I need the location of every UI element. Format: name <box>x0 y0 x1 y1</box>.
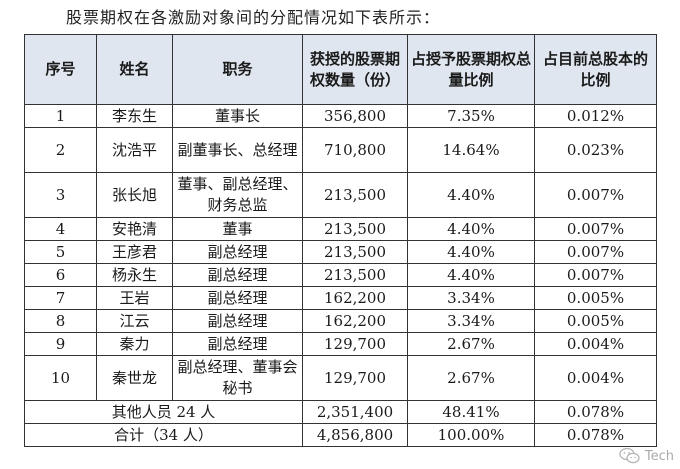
others-pct-grant: 48.41% <box>407 400 535 424</box>
cell-pct-grant: 4.40% <box>407 217 535 241</box>
cell-pct-grant: 3.34% <box>407 309 535 333</box>
cell-title: 副总经理 <box>172 286 303 310</box>
cell-title: 副总经理 <box>172 240 303 264</box>
header-title: 职务 <box>172 34 303 105</box>
cell-index: 10 <box>24 355 97 401</box>
cell-name: 江云 <box>96 309 173 333</box>
cell-pct-total: 0.023% <box>534 127 657 173</box>
cell-name: 秦世龙 <box>96 355 173 401</box>
cell-pct-total: 0.005% <box>534 286 657 310</box>
total-label: 合计（34 人） <box>24 423 303 447</box>
cell-pct-grant: 4.40% <box>407 263 535 287</box>
cell-index: 9 <box>24 332 97 356</box>
header-index: 序号 <box>24 34 97 105</box>
watermark-text: Tech <box>644 448 674 464</box>
cell-qty: 129,700 <box>302 355 408 401</box>
table-row: 2 沈浩平 副董事长、总经理 710,800 14.64% 0.023% <box>24 127 657 173</box>
table-header-row: 序号 姓名 职务 获授的股票期权数量（份） 占授予股票期权总量比例 占目前总股本… <box>24 34 657 105</box>
cell-pct-grant: 4.40% <box>407 240 535 264</box>
table-row: 4 安艳清 董事 213,500 4.40% 0.007% <box>24 217 657 241</box>
total-qty: 4,856,800 <box>302 423 408 447</box>
cell-pct-total: 0.012% <box>534 104 657 128</box>
table-row: 8 江云 副总经理 162,200 3.34% 0.005% <box>24 309 657 333</box>
watermark: Tech <box>619 447 674 465</box>
cell-qty: 162,200 <box>302 309 408 333</box>
cell-title: 董事长 <box>172 104 303 128</box>
header-qty: 获授的股票期权数量（份） <box>302 34 408 105</box>
cell-title: 副总经理 <box>172 332 303 356</box>
cell-name: 王岩 <box>96 286 173 310</box>
total-row: 合计（34 人） 4,856,800 100.00% 0.078% <box>24 423 657 447</box>
cell-index: 8 <box>24 309 97 333</box>
cell-name: 王彦君 <box>96 240 173 264</box>
cell-title: 董事、副总经理、财务总监 <box>172 172 303 218</box>
cell-pct-total: 0.004% <box>534 355 657 401</box>
others-label: 其他人员 24 人 <box>24 400 303 424</box>
cell-title: 副总经理 <box>172 263 303 287</box>
cell-index: 3 <box>24 172 97 218</box>
table-row: 3 张长旭 董事、副总经理、财务总监 213,500 4.40% 0.007% <box>24 172 657 218</box>
cell-index: 4 <box>24 217 97 241</box>
cell-pct-total: 0.007% <box>534 240 657 264</box>
cell-pct-grant: 3.34% <box>407 286 535 310</box>
others-pct-total: 0.078% <box>534 400 657 424</box>
cell-title: 副董事长、总经理 <box>172 127 303 173</box>
cell-title: 副总经理、董事会秘书 <box>172 355 303 401</box>
others-row: 其他人员 24 人 2,351,400 48.41% 0.078% <box>24 400 657 424</box>
cell-name: 李东生 <box>96 104 173 128</box>
header-pct-grant: 占授予股票期权总量比例 <box>407 34 535 105</box>
cell-qty: 213,500 <box>302 240 408 264</box>
cell-qty: 129,700 <box>302 332 408 356</box>
cell-qty: 213,500 <box>302 217 408 241</box>
cell-title: 副总经理 <box>172 309 303 333</box>
cell-pct-grant: 2.67% <box>407 355 535 401</box>
cell-name: 杨永生 <box>96 263 173 287</box>
cell-pct-total: 0.007% <box>534 263 657 287</box>
wechat-icon <box>619 447 641 465</box>
cell-index: 2 <box>24 127 97 173</box>
table-row: 6 杨永生 副总经理 213,500 4.40% 0.007% <box>24 263 657 287</box>
cell-pct-total: 0.005% <box>534 309 657 333</box>
cell-title: 董事 <box>172 217 303 241</box>
cell-index: 5 <box>24 240 97 264</box>
header-pct-total: 占目前总股本的比例 <box>534 34 657 105</box>
allocation-table: 序号 姓名 职务 获授的股票期权数量（份） 占授予股票期权总量比例 占目前总股本… <box>24 34 657 447</box>
cell-pct-grant: 14.64% <box>407 127 535 173</box>
cell-name: 安艳清 <box>96 217 173 241</box>
cell-pct-grant: 2.67% <box>407 332 535 356</box>
table-caption: 股票期权在各激励对象间的分配情况如下表所示： <box>66 8 441 27</box>
cell-name: 沈浩平 <box>96 127 173 173</box>
cell-qty: 356,800 <box>302 104 408 128</box>
cell-pct-total: 0.007% <box>534 217 657 241</box>
cell-qty: 710,800 <box>302 127 408 173</box>
cell-pct-grant: 7.35% <box>407 104 535 128</box>
cell-index: 7 <box>24 286 97 310</box>
table-row: 1 李东生 董事长 356,800 7.35% 0.012% <box>24 104 657 128</box>
table-row: 5 王彦君 副总经理 213,500 4.40% 0.007% <box>24 240 657 264</box>
table-row: 10 秦世龙 副总经理、董事会秘书 129,700 2.67% 0.004% <box>24 355 657 401</box>
others-qty: 2,351,400 <box>302 400 408 424</box>
cell-name: 秦力 <box>96 332 173 356</box>
table-row: 9 秦力 副总经理 129,700 2.67% 0.004% <box>24 332 657 356</box>
cell-name: 张长旭 <box>96 172 173 218</box>
cell-index: 6 <box>24 263 97 287</box>
cell-index: 1 <box>24 104 97 128</box>
header-name: 姓名 <box>96 34 173 105</box>
cell-qty: 213,500 <box>302 172 408 218</box>
table-row: 7 王岩 副总经理 162,200 3.34% 0.005% <box>24 286 657 310</box>
cell-qty: 213,500 <box>302 263 408 287</box>
cell-pct-total: 0.007% <box>534 172 657 218</box>
total-pct-grant: 100.00% <box>407 423 535 447</box>
cell-pct-grant: 4.40% <box>407 172 535 218</box>
cell-qty: 162,200 <box>302 286 408 310</box>
cell-pct-total: 0.004% <box>534 332 657 356</box>
total-pct-total: 0.078% <box>534 423 657 447</box>
